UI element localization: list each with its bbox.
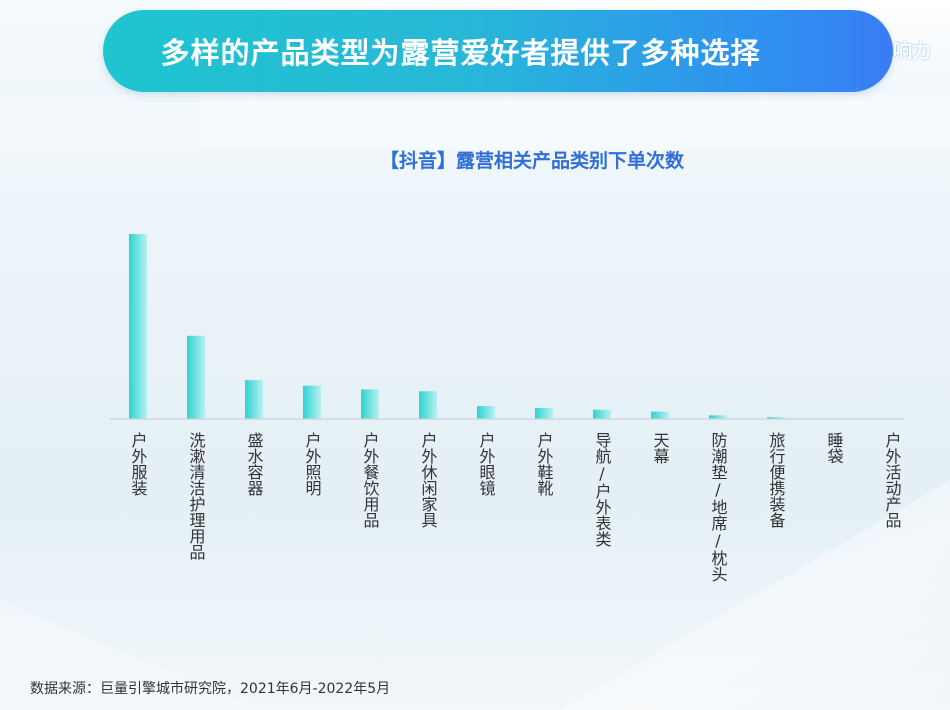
category-label-6: 户外休闲家具: [419, 432, 438, 528]
category-label-10: 天幕: [651, 432, 670, 464]
bar-9: [593, 409, 611, 419]
bar-1: [129, 234, 147, 419]
category-label-4: 户外照明: [303, 432, 322, 497]
category-label-12: 旅行便携装备: [767, 432, 786, 528]
category-label-11: 防潮垫/地席/枕头: [709, 432, 728, 582]
category-label-14: 户外活动产品: [883, 432, 902, 528]
bar-3: [245, 380, 263, 419]
bar-12: [767, 417, 785, 419]
bar-11: [709, 415, 727, 419]
bar-chart: 户外服装 洗漱清洁护理用品 盛水容器 户外照明 户外餐饮用品 户外休闲家具 户外眼镜 户外鞋靴…: [110, 234, 905, 582]
data-source-note: 数据来源：巨量引擎城市研究院，2021年6月-2022年5月: [30, 681, 391, 697]
chart-title: 【抖音】露营相关产品类别下单次数: [380, 150, 685, 172]
category-label-3: 盛水容器: [245, 432, 264, 496]
category-label-9: 导航/户外表类: [593, 432, 612, 547]
category-label-13: 睡袋: [825, 432, 844, 464]
category-label-5: 户外餐饮用品: [361, 432, 380, 528]
bar-10: [651, 411, 669, 419]
page-title: 多样的产品类型为露营爱好者提供了多种选择: [160, 36, 761, 70]
bar-7: [477, 406, 495, 419]
title-overflow-text: 响力: [893, 40, 932, 62]
category-label-1: 户外服装: [129, 432, 148, 496]
bar-4: [303, 385, 321, 419]
category-label-7: 户外眼镜: [477, 432, 496, 497]
category-label-2: 洗漱清洁护理用品: [187, 432, 206, 560]
bar-6: [419, 391, 437, 419]
bar-2: [187, 335, 205, 419]
bar-8: [535, 407, 553, 419]
title-banner: [103, 10, 893, 92]
bar-5: [361, 389, 379, 419]
category-label-8: 户外鞋靴: [535, 432, 554, 496]
